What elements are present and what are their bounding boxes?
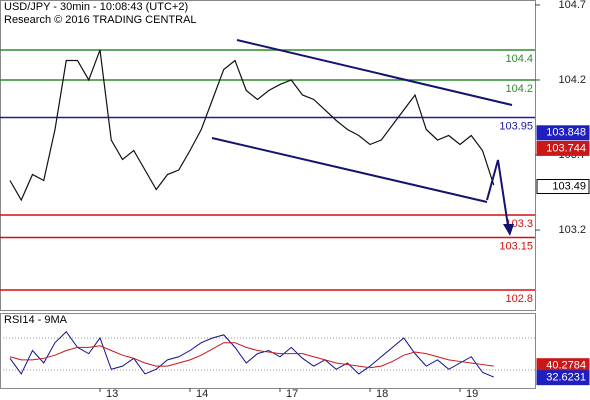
y-tick-label: 104.2 xyxy=(558,74,586,86)
price-line xyxy=(9,49,495,202)
arrow-head xyxy=(503,224,514,236)
x-tick-label: 17 xyxy=(286,388,298,400)
level-label: 103.15 xyxy=(499,240,533,252)
channel-lower xyxy=(211,137,488,203)
price-panel xyxy=(0,0,536,311)
level-label: 103.95 xyxy=(499,120,533,132)
price-tag-label: 103.49 xyxy=(552,180,586,192)
rsi-line xyxy=(9,342,494,369)
chart-subtitle: Research © 2016 TRADING CENTRAL xyxy=(4,14,197,26)
level-label: 104.2 xyxy=(505,83,533,95)
y-tick-label: 103.2 xyxy=(558,224,586,236)
forecast-arrow xyxy=(486,159,509,227)
y-tick-label: 104.7 xyxy=(558,0,586,11)
price-tag xyxy=(536,140,590,156)
price-tag xyxy=(536,125,590,141)
price-tag-label: 40.2784 xyxy=(546,360,586,372)
x-tick-label: 14 xyxy=(196,388,208,400)
rsi-title: RSI14 - 9MA xyxy=(4,314,68,326)
price-tag xyxy=(536,370,590,386)
price-tag-label: 103.744 xyxy=(546,142,586,154)
chart-title: USD/JPY - 30min - 10:08:43 (UTC+2) xyxy=(4,1,188,13)
x-tick-label: 18 xyxy=(376,388,388,400)
level-label: 104.4 xyxy=(505,53,533,65)
channel-upper xyxy=(236,39,513,106)
price-tag xyxy=(536,179,590,195)
x-tick-label: 19 xyxy=(466,388,478,400)
level-label: 102.8 xyxy=(505,293,533,305)
x-tick-label: 13 xyxy=(106,388,118,400)
price-tag-label: 32.6231 xyxy=(546,372,586,384)
rsi-line xyxy=(9,330,494,378)
price-tag-label: 103.848 xyxy=(546,127,586,139)
